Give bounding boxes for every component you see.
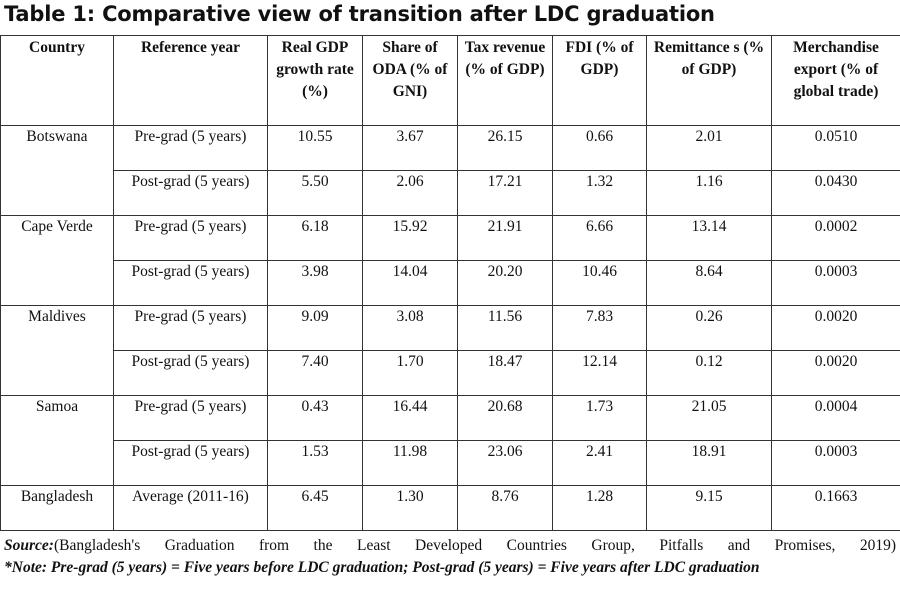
column-header: Share of ODA (% of GNI) [362,35,458,126]
column-header: FDI (% of GDP) [552,35,647,126]
value-cell: 9.09 [267,305,363,351]
value-cell: 12.14 [552,350,647,396]
value-cell: 0.0020 [771,305,900,351]
value-cell: 9.15 [646,485,772,531]
column-header: Remittance s (% of GDP) [646,35,772,126]
table-title: Table 1: Comparative view of transition … [4,2,715,26]
value-cell: 6.45 [267,485,363,531]
value-cell: 17.21 [457,170,553,216]
table-notes: Source:(Bangladesh's Graduation from the… [4,535,896,579]
reference-year-cell: Post-grad (5 years) [113,350,268,396]
value-cell: 0.0020 [771,350,900,396]
country-cell: Cape Verde [0,215,114,306]
country-cell: Bangladesh [0,485,114,531]
value-cell: 21.91 [457,215,553,261]
value-cell: 26.15 [457,125,553,171]
value-cell: 1.73 [552,395,647,441]
value-cell: 23.06 [457,440,553,486]
table-row: Post-grad (5 years) 1.53 11.98 23.06 2.41 18.… [1,440,900,486]
value-cell: 0.0003 [771,440,900,486]
reference-year-cell: Pre-grad (5 years) [113,215,268,261]
column-header: Reference year [113,35,268,126]
reference-year-cell: Post-grad (5 years) [113,260,268,306]
value-cell: 10.55 [267,125,363,171]
value-cell: 8.76 [457,485,553,531]
value-cell: 3.67 [362,125,458,171]
value-cell: 18.47 [457,350,553,396]
table-row: Post-grad (5 years) 7.40 1.70 18.47 12.14 0.1… [1,350,900,396]
header-row: Country Reference year Real GDP growth rat… [0,35,900,126]
table-row: Post-grad (5 years) 3.98 14.04 20.20 10.46 8.… [1,260,900,306]
value-cell: 3.08 [362,305,458,351]
value-cell: 11.56 [457,305,553,351]
table-row: Samoa Pre-grad (5 years) 0.43 16.44 20.68 1.7… [0,395,900,486]
value-cell: 15.92 [362,215,458,261]
value-cell: 0.26 [646,305,772,351]
reference-year-cell: Post-grad (5 years) [113,440,268,486]
value-cell: 11.98 [362,440,458,486]
table-row: Bangladesh Average (2011-16) 6.45 1.30 8.76 1… [0,485,900,531]
column-header: Country [0,35,114,126]
value-cell: 13.14 [646,215,772,261]
value-cell: 1.30 [362,485,458,531]
comparison-table: Country Reference year Real GDP growth rat… [0,35,900,531]
country-cell: Samoa [0,395,114,486]
country-cell: Maldives [0,305,114,396]
value-cell: 3.98 [267,260,363,306]
value-cell: 7.83 [552,305,647,351]
reference-year-cell: Post-grad (5 years) [113,170,268,216]
table-row: Post-grad (5 years) 5.50 2.06 17.21 1.32 1.16… [1,170,900,216]
value-cell: 0.1663 [771,485,900,531]
reference-year-cell: Pre-grad (5 years) [113,305,268,351]
value-cell: 2.06 [362,170,458,216]
value-cell: 0.0430 [771,170,900,216]
country-cell: Botswana [0,125,114,216]
value-cell: 8.64 [646,260,772,306]
column-header: Tax revenue (% of GDP) [457,35,553,126]
value-cell: 14.04 [362,260,458,306]
value-cell: 5.50 [267,170,363,216]
value-cell: 2.41 [552,440,647,486]
column-header: Merchandise export (% of global trade) [771,35,900,126]
value-cell: 0.0003 [771,260,900,306]
source-line: Source:(Bangladesh's Graduation from the… [4,535,896,557]
value-cell: 6.18 [267,215,363,261]
value-cell: 1.16 [646,170,772,216]
value-cell: 0.0002 [771,215,900,261]
value-cell: 0.43 [267,395,363,441]
value-cell: 21.05 [646,395,772,441]
reference-year-cell: Pre-grad (5 years) [113,125,268,171]
value-cell: 6.66 [552,215,647,261]
value-cell: 10.46 [552,260,647,306]
value-cell: 1.28 [552,485,647,531]
value-cell: 16.44 [362,395,458,441]
value-cell: 7.40 [267,350,363,396]
value-cell: 20.68 [457,395,553,441]
source-label: Source: [4,537,54,554]
value-cell: 0.0510 [771,125,900,171]
value-cell: 2.01 [646,125,772,171]
value-cell: 0.0004 [771,395,900,441]
table-row: Maldives Pre-grad (5 years) 9.09 3.08 11.56 7… [0,305,900,396]
reference-year-cell: Pre-grad (5 years) [113,395,268,441]
value-cell: 0.12 [646,350,772,396]
column-header: Real GDP growth rate (%) [267,35,363,126]
reference-year-cell: Average (2011-16) [113,485,268,531]
note-text: *Note: Pre-grad (5 years) = Five years b… [4,559,760,576]
value-cell: 1.70 [362,350,458,396]
source-text: (Bangladesh's Graduation from the Least … [53,537,896,554]
value-cell: 18.91 [646,440,772,486]
value-cell: 1.32 [552,170,647,216]
value-cell: 0.66 [552,125,647,171]
table-row: Cape Verde Pre-grad (5 years) 6.18 15.92 21.… [0,215,900,306]
value-cell: 1.53 [267,440,363,486]
table-row: Botswana Pre-grad (5 years) 10.55 3.67 26.15… [0,125,900,216]
value-cell: 20.20 [457,260,553,306]
